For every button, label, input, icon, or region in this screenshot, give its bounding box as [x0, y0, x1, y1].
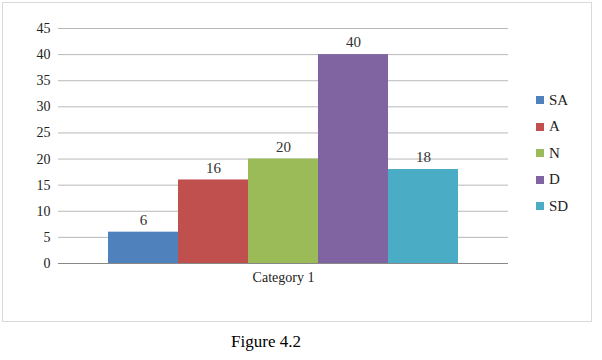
- html-text:N: N: [549, 144, 560, 161]
- html-text:Figure 4.2: Figure 4.2: [231, 332, 301, 351]
- svg-text:5: 5: [44, 230, 51, 245]
- svg-text:0: 0: [44, 256, 51, 271]
- svg-text:10: 10: [37, 204, 51, 219]
- svg-text:40: 40: [37, 47, 51, 62]
- svg-text:20: 20: [37, 152, 51, 167]
- svg-text:35: 35: [37, 73, 51, 88]
- svg-text:30: 30: [37, 99, 51, 114]
- svg-text:Category 1: Category 1: [253, 270, 315, 285]
- svg-text:6: 6: [140, 212, 148, 228]
- svg-text:20: 20: [276, 139, 291, 155]
- svg-text:45: 45: [37, 21, 51, 36]
- html-text:SA: SA: [549, 91, 569, 108]
- svg-text:25: 25: [37, 125, 51, 140]
- html-text:D: D: [549, 171, 560, 188]
- svg-text:40: 40: [346, 34, 361, 50]
- svg-text:18: 18: [416, 149, 431, 165]
- svg-text:16: 16: [206, 160, 222, 176]
- html-text:A: A: [549, 118, 560, 135]
- svg-text:15: 15: [37, 178, 51, 193]
- html-text:SD: SD: [549, 197, 569, 214]
